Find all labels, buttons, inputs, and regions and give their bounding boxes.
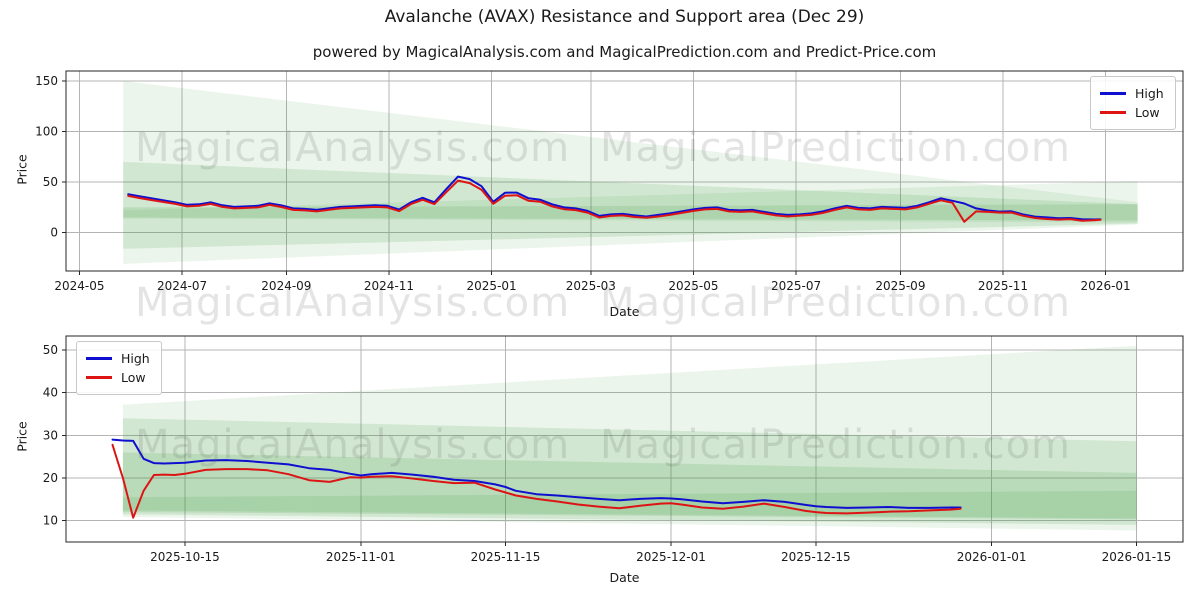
support-resistance-band (123, 181, 1138, 223)
support-resistance-band (122, 345, 1137, 531)
plot-border (65, 335, 1184, 543)
y-tick-label: 40 (43, 386, 58, 400)
low-line-swatch (1100, 111, 1126, 114)
x-tick-label: 2024-07 (157, 279, 207, 293)
support-resistance-band (122, 418, 1137, 525)
x-tick-label: 2025-05 (668, 279, 718, 293)
x-tick-label: 2026-01-01 (957, 550, 1027, 564)
series-line-low (127, 179, 1102, 223)
x-tick-label: 2025-12-01 (636, 550, 706, 564)
figure-subtitle: powered by MagicalAnalysis.com and Magic… (312, 43, 937, 61)
support-resistance-band (122, 452, 1137, 519)
series-line-high (111, 438, 962, 509)
y-tick-label: 30 (43, 428, 58, 442)
x-tick-label: 2025-07 (771, 279, 821, 293)
y-tick-label: 50 (43, 175, 58, 189)
x-tick-label: 2025-11-15 (471, 550, 541, 564)
x-tick-label: 2024-05 (54, 279, 104, 293)
x-tick-label: 2025-10-15 (150, 550, 220, 564)
legend-label-low: Low (1135, 105, 1160, 120)
figure-title: Avalanche (AVAX) Resistance and Support … (384, 7, 865, 27)
y-tick-label: 20 (43, 471, 58, 485)
low-line-swatch (86, 376, 112, 379)
x-tick-label: 2025-11-01 (326, 550, 396, 564)
x-axis-label-bottom: Date (609, 570, 640, 585)
series-line-high (127, 175, 1102, 221)
y-tick-label: 0 (50, 226, 58, 240)
legend-item-high: High (1100, 84, 1164, 103)
legend-bottom-chart: High Low (76, 341, 162, 395)
legend-label-low: Low (121, 370, 146, 385)
y-tick-label: 100 (35, 125, 58, 139)
x-tick-label: 2025-03 (566, 279, 616, 293)
legend-item-low: Low (1100, 103, 1164, 122)
legend-item-low: Low (86, 368, 150, 387)
x-tick-label: 2026-01 (1081, 279, 1131, 293)
x-axis-label-top: Date (609, 304, 640, 319)
support-resistance-band (123, 161, 1138, 249)
x-tick-label: 2025-01 (467, 279, 517, 293)
legend-label-high: High (1135, 86, 1164, 101)
high-line-swatch (1100, 92, 1126, 95)
high-line-swatch (86, 357, 112, 360)
x-tick-label: 2025-09 (875, 279, 925, 293)
x-tick-label: 2026-01-15 (1102, 550, 1172, 564)
x-tick-label: 2024-11 (364, 279, 414, 293)
series-line-low (111, 443, 962, 519)
y-axis-label-bottom: Price (14, 421, 30, 452)
legend-label-high: High (121, 351, 150, 366)
y-axis-label-top: Price (14, 154, 30, 185)
legend-item-high: High (86, 349, 150, 368)
y-tick-label: 50 (43, 343, 58, 357)
y-tick-label: 10 (43, 514, 58, 528)
x-tick-label: 2024-09 (261, 279, 311, 293)
y-tick-label: 150 (35, 74, 58, 88)
x-tick-label: 2025-11 (978, 279, 1028, 293)
legend-top-chart: High Low (1090, 76, 1176, 130)
plot-border (65, 70, 1184, 272)
x-tick-label: 2025-12-15 (781, 550, 851, 564)
support-resistance-band (123, 81, 1138, 264)
